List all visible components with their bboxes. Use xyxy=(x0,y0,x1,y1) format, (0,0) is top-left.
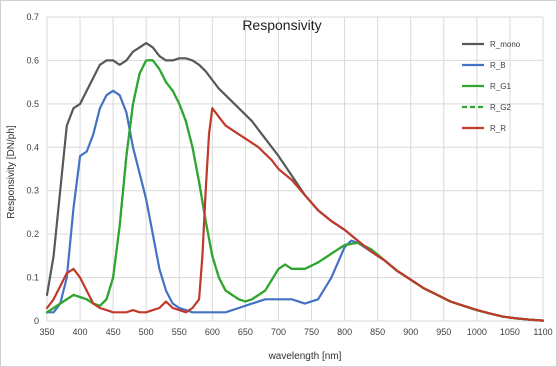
x-tick-label: 850 xyxy=(370,327,385,337)
x-tick-labels: 350 400 450 500 550 600 650 700 750 800 850 900 950 1… xyxy=(39,327,552,337)
grid-lines xyxy=(46,16,544,322)
x-tick-label: 1050 xyxy=(500,327,520,337)
chart-title: Responsivity xyxy=(242,17,321,33)
x-tick-label: 950 xyxy=(436,327,451,337)
x-tick-label: 450 xyxy=(106,327,121,337)
x-tick-label: 600 xyxy=(205,327,220,337)
x-tick-label: 350 xyxy=(39,327,54,337)
y-tick-labels: 0 0.1 0.2 0.3 0.4 0.5 0.6 0.7 xyxy=(26,12,39,326)
y-tick-label: 0.6 xyxy=(26,55,39,65)
legend-label: R_G1 xyxy=(490,82,511,91)
x-tick-label: 750 xyxy=(304,327,319,337)
legend-label: R_R xyxy=(490,124,506,133)
legend: R_mono R_B R_G1 R_G2 R_R xyxy=(462,40,521,133)
x-tick-label: 550 xyxy=(172,327,187,337)
y-tick-label: 0.7 xyxy=(26,12,39,22)
y-tick-label: 0.1 xyxy=(26,273,39,283)
x-tick-label: 700 xyxy=(271,327,286,337)
x-tick-label: 800 xyxy=(337,327,352,337)
x-tick-label: 900 xyxy=(403,327,418,337)
x-tick-label: 400 xyxy=(73,327,88,337)
y-tick-label: 0.3 xyxy=(26,186,39,196)
y-tick-label: 0.4 xyxy=(26,142,39,152)
y-tick-label: 0.5 xyxy=(26,99,39,109)
legend-label: R_B xyxy=(490,61,506,70)
legend-label: R_G2 xyxy=(490,103,511,112)
x-tick-label: 500 xyxy=(139,327,154,337)
x-tick-label: 1000 xyxy=(467,327,487,337)
x-axis-title: wavelength [nm] xyxy=(268,351,342,362)
x-tick-label: 650 xyxy=(238,327,253,337)
y-tick-label: 0.2 xyxy=(26,229,39,239)
x-tick-label: 1100 xyxy=(533,327,552,337)
series-lines xyxy=(45,42,545,322)
series-line-r-r xyxy=(45,107,545,322)
legend-label: R_mono xyxy=(490,40,521,49)
y-tick-label: 0 xyxy=(34,316,39,326)
y-axis-title: Responsivity [DN/ph] xyxy=(6,125,17,219)
